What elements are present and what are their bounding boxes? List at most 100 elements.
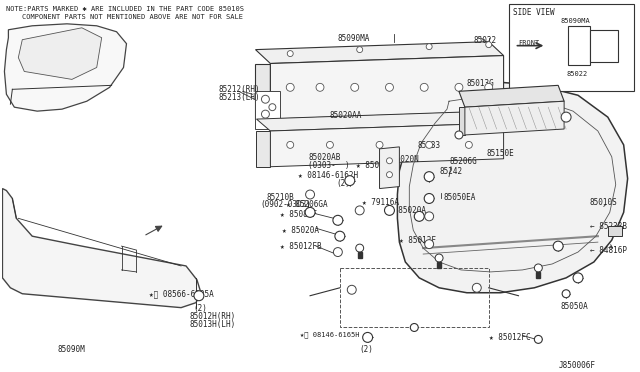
Text: ★ 85020A: ★ 85020A: [282, 226, 319, 235]
Circle shape: [333, 248, 342, 257]
Polygon shape: [465, 101, 564, 135]
Text: FRONT: FRONT: [518, 40, 540, 46]
Text: 85150E: 85150E: [486, 149, 515, 158]
Circle shape: [426, 141, 433, 148]
Polygon shape: [255, 42, 504, 64]
Text: ← 85233B: ← 85233B: [590, 222, 627, 231]
Circle shape: [269, 104, 276, 110]
Circle shape: [534, 336, 542, 343]
Text: ★ 85012F: ★ 85012F: [399, 236, 436, 245]
Text: 85012H(RH): 85012H(RH): [189, 312, 236, 321]
Text: 85010S: 85010S: [590, 199, 618, 208]
Polygon shape: [397, 81, 628, 293]
Text: ★ 85012FB: ★ 85012FB: [280, 242, 322, 251]
Polygon shape: [270, 123, 504, 167]
Circle shape: [262, 95, 269, 103]
Text: 85233: 85233: [417, 141, 440, 150]
Circle shape: [414, 211, 424, 221]
Circle shape: [194, 291, 204, 301]
Text: 85050EA: 85050EA: [443, 193, 476, 202]
Circle shape: [562, 290, 570, 298]
Circle shape: [306, 190, 314, 199]
Text: 85213(LH): 85213(LH): [219, 93, 260, 102]
Circle shape: [363, 333, 372, 342]
Circle shape: [287, 51, 293, 57]
Polygon shape: [568, 26, 590, 65]
Polygon shape: [4, 24, 127, 111]
Text: 85020AB: 85020AB: [308, 153, 340, 162]
Circle shape: [465, 141, 472, 148]
Text: ★ 79116A: ★ 79116A: [362, 199, 399, 208]
Text: NOTE:PARTS MARKED ✱ ARE INCLUDED IN THE PART CODE 85010S: NOTE:PARTS MARKED ✱ ARE INCLUDED IN THE …: [6, 6, 244, 12]
Circle shape: [356, 244, 364, 252]
Polygon shape: [380, 147, 399, 189]
Circle shape: [484, 83, 493, 91]
Circle shape: [345, 176, 355, 186]
Circle shape: [420, 83, 428, 91]
Circle shape: [455, 83, 463, 91]
Circle shape: [262, 110, 269, 118]
Circle shape: [305, 208, 315, 217]
Circle shape: [333, 215, 343, 225]
Text: (0902-03D3): (0902-03D3): [260, 201, 311, 209]
Polygon shape: [270, 55, 504, 119]
Polygon shape: [257, 111, 504, 131]
Bar: [358, 252, 362, 258]
Text: 85090MA: 85090MA: [338, 34, 370, 43]
Circle shape: [316, 83, 324, 91]
Circle shape: [424, 193, 434, 203]
Circle shape: [335, 231, 345, 241]
Circle shape: [385, 205, 394, 215]
Circle shape: [455, 131, 463, 139]
Text: COMPONENT PARTS NOT MENTIONED ABOVE ARE NOT FOR SALE: COMPONENT PARTS NOT MENTIONED ABOVE ARE …: [22, 14, 243, 20]
Text: 85242: 85242: [439, 167, 462, 176]
Bar: [340, 268, 489, 327]
Text: (2): (2): [193, 304, 207, 312]
Text: ★Ⓑ 08146-6165H: ★Ⓑ 08146-6165H: [300, 331, 360, 338]
Circle shape: [287, 141, 294, 148]
FancyArrowPatch shape: [609, 245, 612, 248]
Text: 85022: 85022: [474, 36, 497, 45]
Circle shape: [534, 264, 542, 272]
Text: ← 84816P: ← 84816P: [590, 246, 627, 255]
Text: 85013G: 85013G: [467, 79, 495, 89]
Circle shape: [326, 141, 333, 148]
Circle shape: [355, 206, 364, 215]
Text: (0303-  ): (0303- ): [308, 161, 349, 170]
Circle shape: [561, 112, 571, 122]
Text: (2): (2): [360, 345, 374, 355]
Polygon shape: [3, 189, 201, 308]
Circle shape: [573, 273, 583, 283]
Circle shape: [356, 46, 363, 52]
Circle shape: [387, 158, 392, 164]
Circle shape: [425, 212, 434, 221]
Bar: [437, 262, 441, 268]
Text: 85050A: 85050A: [560, 302, 588, 311]
Circle shape: [424, 172, 434, 182]
Polygon shape: [459, 85, 564, 107]
Circle shape: [387, 172, 392, 178]
Circle shape: [286, 83, 294, 91]
Polygon shape: [19, 28, 102, 79]
Text: 85022: 85022: [566, 71, 588, 77]
Polygon shape: [255, 64, 270, 119]
Polygon shape: [257, 131, 270, 167]
Circle shape: [410, 324, 419, 331]
Text: 85090MA: 85090MA: [560, 18, 590, 24]
Circle shape: [435, 254, 443, 262]
Circle shape: [486, 42, 492, 48]
Text: 85206G: 85206G: [449, 157, 477, 166]
Circle shape: [472, 283, 481, 292]
Text: SIDE VIEW: SIDE VIEW: [513, 8, 554, 17]
Text: 85020N: 85020N: [392, 155, 419, 164]
Polygon shape: [459, 107, 465, 135]
Circle shape: [385, 83, 394, 91]
Text: ★ 85206GA: ★ 85206GA: [286, 201, 328, 209]
Polygon shape: [590, 30, 618, 61]
Bar: [536, 272, 540, 278]
Circle shape: [426, 44, 432, 49]
Text: ★ 08146-6162H: ★ 08146-6162H: [298, 171, 358, 180]
Text: (2): (2): [336, 179, 349, 187]
Text: ★ 85012FD: ★ 85012FD: [356, 161, 397, 170]
Text: 85210B: 85210B: [266, 193, 294, 202]
